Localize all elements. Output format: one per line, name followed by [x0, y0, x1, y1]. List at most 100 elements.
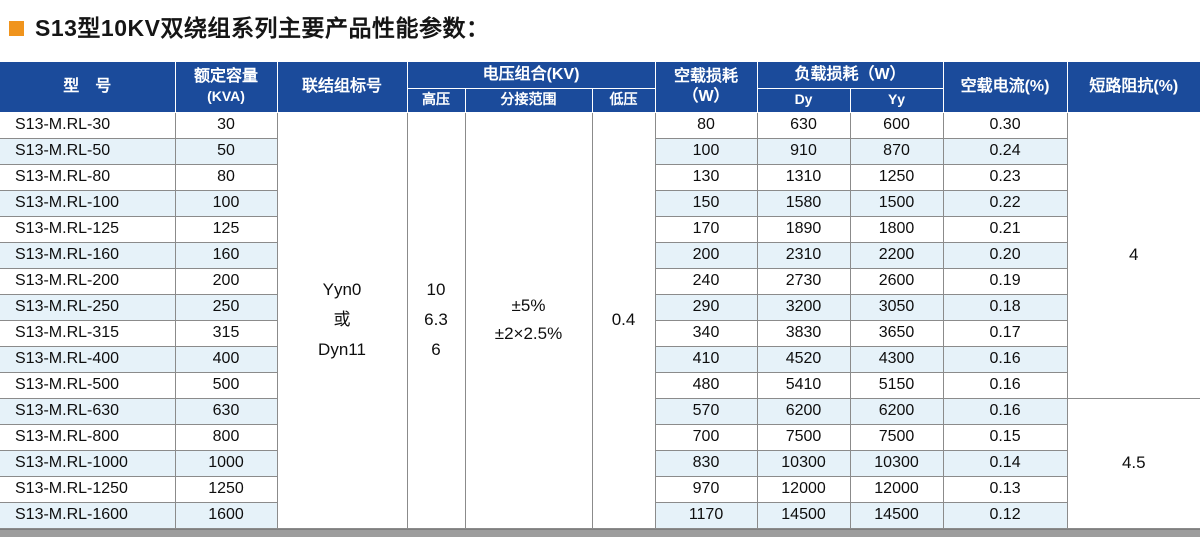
parameters-table: 型 号 额定容量 (KVA) 联结组标号 电压组合(KV) 空载损耗 （W） 负… [0, 62, 1200, 529]
table-row: S13-M.RL-400 400 410 4520 4300 0.16 [0, 345, 1200, 373]
cell-yy: 10300 [849, 449, 944, 477]
table-body: S13-M.RL-30 30 Yyn0 或 Dyn11 10 6.3 6 ±5%… [0, 111, 1200, 529]
cell-no-load-current: 0.30 [942, 111, 1068, 139]
cell-impedance-group2: 4.5 [1066, 397, 1200, 529]
cell-no-load-current: 0.15 [942, 423, 1068, 451]
cell-dy: 14500 [756, 501, 851, 529]
cell-no-load-loss: 340 [654, 319, 758, 347]
cell-no-load-current: 0.16 [942, 397, 1068, 425]
cell-yy: 1250 [849, 163, 944, 191]
cell-model: S13-M.RL-800 [0, 423, 176, 451]
table-row: S13-M.RL-200 200 240 2730 2600 0.19 [0, 267, 1200, 295]
cell-no-load-loss: 100 [654, 137, 758, 165]
table-row: S13-M.RL-500 500 480 5410 5150 0.16 [0, 371, 1200, 399]
cell-kva: 1250 [174, 475, 278, 503]
cell-no-load-current: 0.24 [942, 137, 1068, 165]
col-header-dy: Dy [756, 87, 851, 113]
connection-line3: Dyn11 [318, 340, 366, 359]
cell-dy: 3200 [756, 293, 851, 321]
cell-dy: 6200 [756, 397, 851, 425]
cell-model: S13-M.RL-1000 [0, 449, 176, 477]
cell-kva: 160 [174, 241, 278, 269]
table-row: S13-M.RL-1250 1250 970 12000 12000 0.13 [0, 475, 1200, 503]
cell-no-load-current: 0.18 [942, 293, 1068, 321]
cell-no-load-current: 0.17 [942, 319, 1068, 347]
cell-kva: 100 [174, 189, 278, 217]
col-header-capacity-line2: (KVA) [207, 87, 245, 104]
col-header-yy: Yy [849, 87, 944, 113]
table-row: S13-M.RL-1000 1000 830 10300 10300 0.14 [0, 449, 1200, 477]
cell-kva: 315 [174, 319, 278, 347]
cell-no-load-loss: 570 [654, 397, 758, 425]
cell-dy: 1310 [756, 163, 851, 191]
table-row: S13-M.RL-160 160 200 2310 2200 0.20 [0, 241, 1200, 269]
cell-impedance-group1: 4 [1066, 111, 1200, 399]
cell-no-load-loss: 80 [654, 111, 758, 139]
table-header: 型 号 额定容量 (KVA) 联结组标号 电压组合(KV) 空载损耗 （W） 负… [0, 62, 1200, 113]
cell-no-load-loss: 410 [654, 345, 758, 373]
cell-kva: 125 [174, 215, 278, 243]
table-row: S13-M.RL-630 630 570 6200 6200 0.16 4.5 [0, 397, 1200, 529]
cell-kva: 1000 [174, 449, 278, 477]
title-bar: S13型10KV双绕组系列主要产品性能参数： [0, 0, 1200, 62]
cell-dy: 1890 [756, 215, 851, 243]
cell-yy: 1500 [849, 189, 944, 217]
cell-no-load-loss: 970 [654, 475, 758, 503]
col-header-hv: 高压 [407, 87, 466, 113]
cell-model: S13-M.RL-80 [0, 163, 176, 191]
cell-model: S13-M.RL-125 [0, 215, 176, 243]
cell-kva: 800 [174, 423, 278, 451]
col-header-no-load-loss: 空载损耗 （W） [654, 62, 758, 113]
cell-dy: 1580 [756, 189, 851, 217]
cell-kva: 1600 [174, 501, 278, 529]
table-row: S13-M.RL-80 80 130 1310 1250 0.23 [0, 163, 1200, 191]
col-header-voltage-group: 电压组合(KV) [406, 62, 656, 89]
cell-no-load-loss: 700 [654, 423, 758, 451]
col-header-model: 型 号 [0, 62, 176, 113]
cell-no-load-loss: 480 [654, 371, 758, 399]
cell-no-load-loss: 170 [654, 215, 758, 243]
cell-no-load-current: 0.13 [942, 475, 1068, 503]
cell-no-load-current: 0.19 [942, 267, 1068, 295]
cell-dy: 10300 [756, 449, 851, 477]
cell-dy: 2730 [756, 267, 851, 295]
cell-yy: 6200 [849, 397, 944, 425]
col-header-load-loss: 负载损耗（W） [756, 62, 944, 89]
cell-kva: 250 [174, 293, 278, 321]
table-row: S13-M.RL-30 30 Yyn0 或 Dyn11 10 6.3 6 ±5%… [0, 111, 1200, 529]
cell-no-load-loss: 130 [654, 163, 758, 191]
tap-line2: ±2×2.5% [494, 324, 563, 343]
cell-yy: 3650 [849, 319, 944, 347]
cell-dy: 910 [756, 137, 851, 165]
col-header-no-load-loss-line2: （W） [682, 87, 730, 105]
cell-dy: 7500 [756, 423, 851, 451]
col-header-lv: 低压 [591, 87, 656, 113]
table-row: S13-M.RL-800 800 700 7500 7500 0.15 [0, 423, 1200, 451]
cell-yy: 3050 [849, 293, 944, 321]
cell-no-load-loss: 150 [654, 189, 758, 217]
cell-kva: 630 [174, 397, 278, 425]
col-header-tap-range: 分接范围 [464, 87, 593, 113]
col-header-capacity: 额定容量 (KVA) [174, 62, 278, 113]
cell-no-load-current: 0.21 [942, 215, 1068, 243]
cell-yy: 12000 [849, 475, 944, 503]
cell-model: S13-M.RL-100 [0, 189, 176, 217]
cell-model: S13-M.RL-500 [0, 371, 176, 399]
cell-lv-value: 0.4 [591, 111, 656, 529]
cell-model: S13-M.RL-630 [0, 397, 176, 425]
cell-connection-group: Yyn0 或 Dyn11 [276, 111, 408, 529]
cell-tap-range: ±5% ±2×2.5% [464, 111, 593, 529]
hv-line3: 6 [431, 340, 441, 359]
cell-kva: 200 [174, 267, 278, 295]
cell-kva: 400 [174, 345, 278, 373]
cell-no-load-loss: 200 [654, 241, 758, 269]
cell-model: S13-M.RL-50 [0, 137, 176, 165]
cell-no-load-current: 0.23 [942, 163, 1068, 191]
cell-dy: 5410 [756, 371, 851, 399]
cell-no-load-current: 0.20 [942, 241, 1068, 269]
cell-model: S13-M.RL-200 [0, 267, 176, 295]
cell-no-load-loss: 240 [654, 267, 758, 295]
cell-model: S13-M.RL-400 [0, 345, 176, 373]
col-header-connection: 联结组标号 [276, 62, 408, 113]
